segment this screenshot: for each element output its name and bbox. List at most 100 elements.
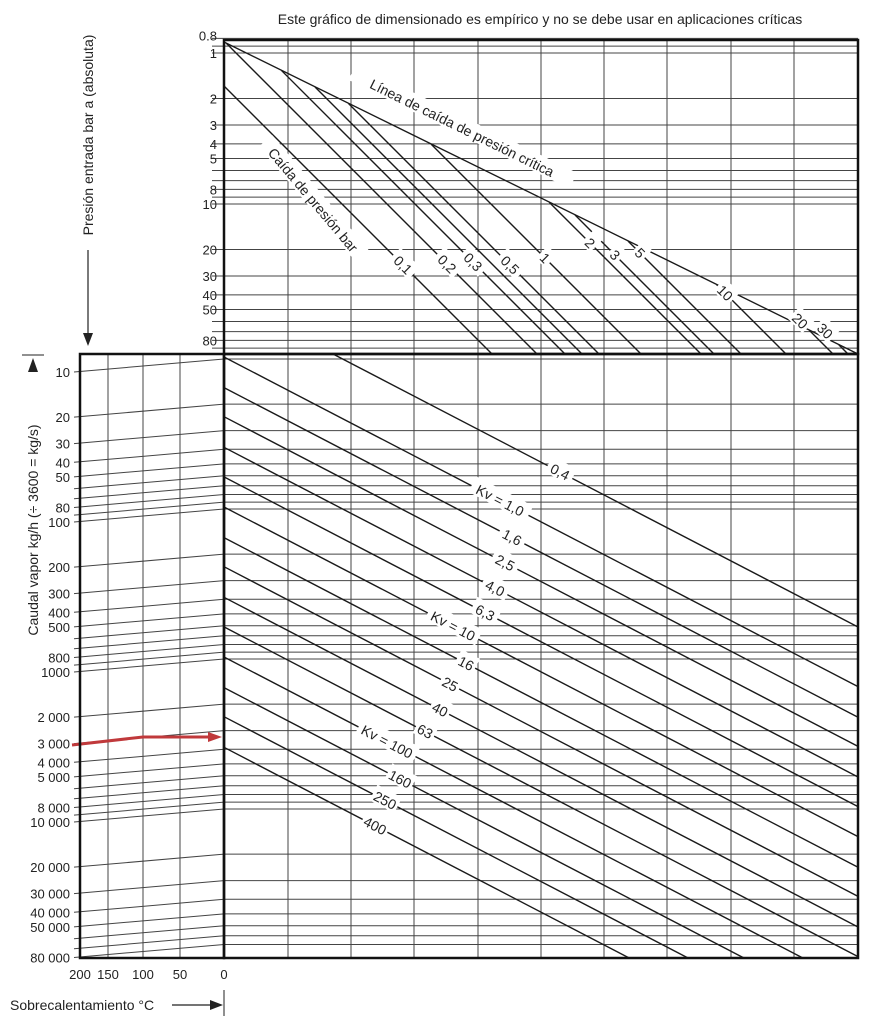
superheat-correction-line [73, 785, 225, 800]
kv-line-label-background [369, 784, 403, 814]
kv-line [223, 716, 689, 959]
chart-title: Este gráfico de dimensionado es empírico… [278, 11, 803, 27]
superheat-correction-line [73, 925, 225, 940]
kv-line-label-background [427, 695, 454, 721]
superheat-correction-line [73, 598, 225, 613]
pressure-drop-label: 3 [605, 242, 628, 265]
pressure-tick-label: 20 [203, 242, 217, 257]
pressure-tick-label: 50 [203, 303, 217, 318]
pressure-axis-label: Presión entrada bar a (absoluta) [80, 35, 96, 236]
flow-tick-label: 10 000 [30, 815, 70, 830]
pressure-drop-label-background [605, 242, 628, 265]
flow-tick-label: 10 [56, 365, 70, 380]
kv-line-label-background [355, 717, 421, 763]
kv-line-label: 6,3 [469, 596, 503, 626]
pressure-drop-label: 0,2 [432, 246, 465, 279]
arrow-down-icon [83, 333, 93, 346]
pressure-drop-line [627, 240, 742, 355]
superheat-panel-frame [78, 352, 226, 960]
superheat-correction-line [73, 793, 225, 808]
flow-tick-label: 100 [48, 515, 70, 530]
flow-tick-label: 3 000 [37, 737, 70, 752]
superheat-correction-line [73, 898, 225, 913]
flow-tick-label: 40 [56, 455, 70, 470]
pressure-tick-label: 1 [210, 46, 217, 61]
flow-tick-label: 300 [48, 587, 70, 602]
pressure-tick-label: 2 [210, 91, 217, 106]
kv-line-label-background [412, 717, 439, 743]
superheat-correction-line [73, 635, 225, 650]
superheat-correction-line [73, 553, 225, 568]
kv-line [223, 416, 859, 747]
pressure-tick-label: 80 [203, 333, 217, 348]
pressure-drop-line [223, 85, 493, 355]
critical-line-label-background [348, 64, 578, 189]
pressure-drop-label: 5 [630, 240, 653, 263]
superheat-tick-label: 0 [220, 967, 227, 982]
flow-tick-label: 20 [56, 410, 70, 425]
flow-tick-label: 800 [48, 650, 70, 665]
superheat-correction-line [73, 625, 225, 640]
kv-line [332, 353, 859, 628]
example-flow-arrow [71, 735, 212, 747]
pressure-drop-label-background [388, 247, 421, 280]
pressure-drop-axis-label-text: Caída de presión bar [265, 145, 362, 256]
pressure-drop-label-background [495, 247, 528, 280]
kv-line [223, 656, 804, 959]
pressure-drop-label: 0,5 [495, 247, 528, 280]
flow-tick-label: 400 [48, 605, 70, 620]
kv-line-label-background [544, 456, 578, 485]
kv-line-label-background [424, 603, 484, 646]
flow-tick-label: 50 [56, 470, 70, 485]
kv-line-label-background [468, 476, 534, 522]
superheat-tick-label: 100 [132, 967, 154, 982]
flow-tick-label: 8 000 [37, 800, 70, 815]
flow-tick-label: 80 000 [30, 950, 70, 965]
pressure-drop-label-background [535, 245, 558, 268]
pressure-drop-line [225, 42, 538, 355]
diagonal-lines [71, 41, 859, 959]
kv-line-label: 2,5 [489, 547, 523, 576]
critical-pressure-drop-line [223, 41, 859, 355]
kv-line-label: 25 [437, 670, 464, 696]
pressure-drop-axis-label-background [258, 135, 370, 263]
superheat-correction-line [73, 703, 225, 718]
critical-line-label-text: Línea de caída de presión crítica [367, 76, 557, 180]
kv-line-label: 16 [453, 649, 480, 675]
superheat-correction-line [73, 748, 225, 763]
flow-tick-label: 500 [48, 620, 70, 635]
superheat-correction-line [73, 463, 225, 478]
pressure-tick-label: 4 [210, 137, 217, 152]
kv-line-label: 0,4 [544, 456, 578, 485]
superheat-correction-line [73, 485, 225, 500]
kv-line [223, 386, 859, 718]
superheat-correction-line [73, 880, 225, 895]
pressure-drop-label-background [580, 230, 603, 253]
pressure-drop-label-background [787, 306, 815, 334]
kv-line [223, 446, 859, 778]
arrow-right-icon [210, 1000, 223, 1010]
axis-ticks: 0.81234581020304050801020304050801002003… [30, 28, 227, 982]
pressure-drop-line [548, 201, 702, 355]
kv-line-label-background [479, 572, 513, 601]
kv-line-label-background [359, 810, 393, 839]
flow-tick-label: 5 000 [37, 770, 70, 785]
kv-line-label-background [496, 521, 530, 551]
superheat-tick-label: 50 [173, 967, 187, 982]
kv-line-label-background [469, 596, 503, 626]
superheat-correction-line [73, 475, 225, 490]
pressure-drop-label: 2 [580, 230, 603, 253]
pressure-drop-line [838, 344, 849, 355]
kv-line-label-background [384, 763, 418, 792]
kv-line-label: 400 [359, 810, 393, 839]
flow-tick-label: 80 [56, 500, 70, 515]
kv-line-label: 160 [384, 763, 418, 792]
superheat-correction-line [73, 430, 225, 445]
flow-tick-label: 30 000 [30, 887, 70, 902]
superheat-correction-line [73, 358, 225, 373]
pressure-tick-label: 0.8 [199, 28, 217, 43]
superheat-axis-label: Sobrecalentamiento °C [10, 997, 154, 1013]
kv-line [223, 506, 859, 838]
pressure-tick-label: 5 [210, 152, 217, 167]
